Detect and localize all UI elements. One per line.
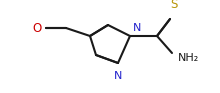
Text: S: S [170,0,178,11]
Text: NH₂: NH₂ [178,53,199,63]
Text: O: O [32,21,42,35]
Text: N: N [133,23,141,33]
Text: N: N [114,71,122,81]
